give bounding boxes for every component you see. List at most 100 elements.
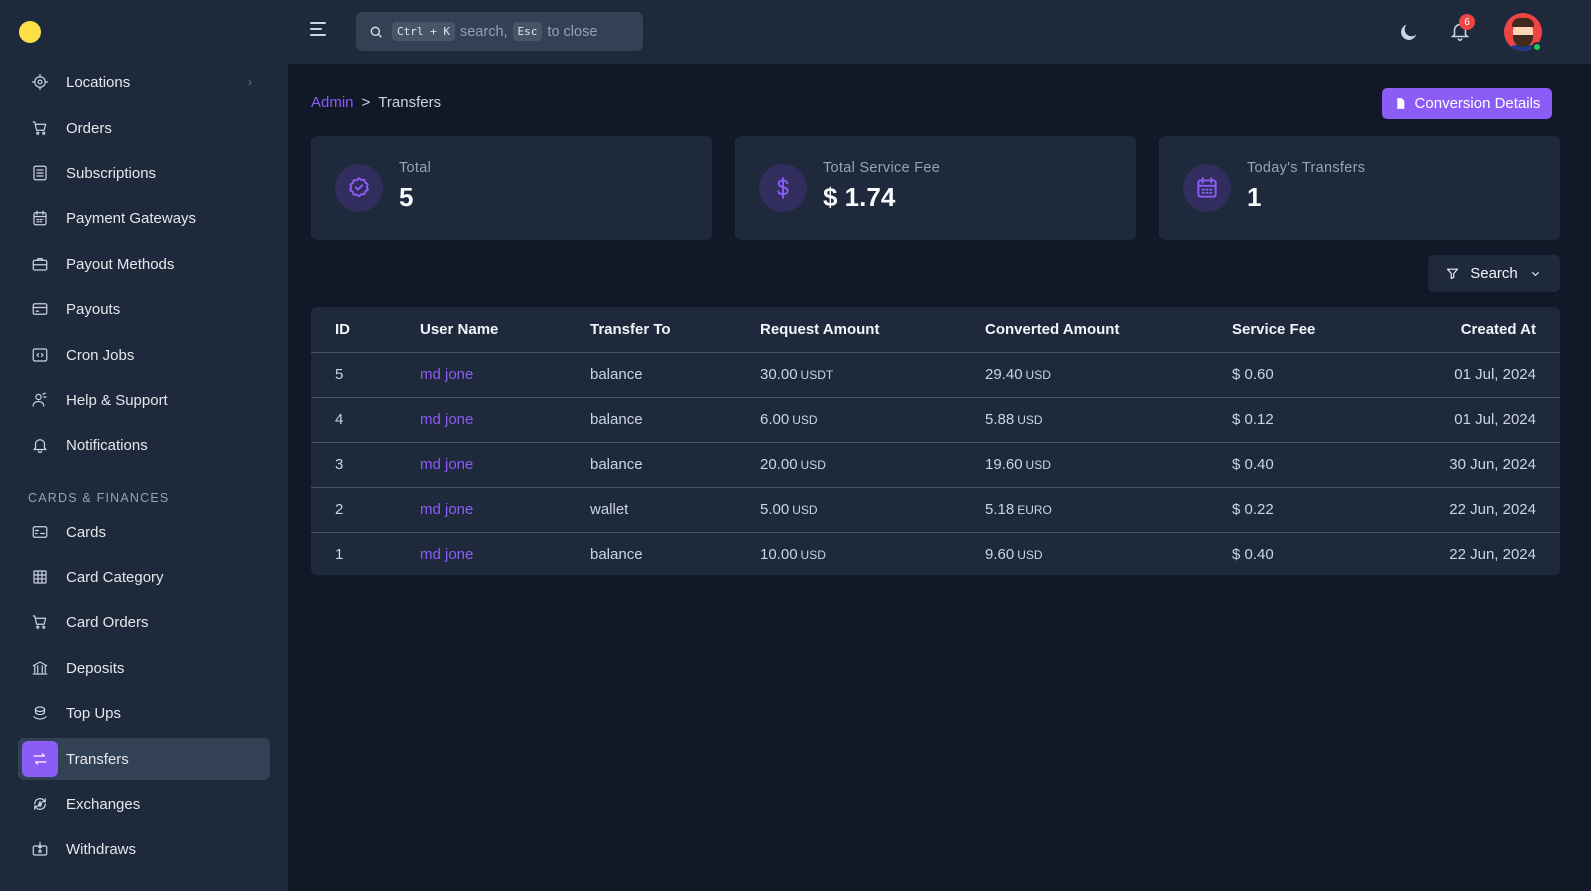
cell-converted-amount: 5.18 EURO — [985, 487, 1232, 533]
escape-key: Esc — [512, 22, 543, 41]
user-name-link[interactable]: md jone — [420, 411, 474, 428]
user-name-link[interactable]: md jone — [420, 456, 474, 473]
sidebar-item-label: Help & Support — [66, 391, 168, 409]
cart-icon — [22, 604, 58, 640]
cell-request-amount: 5.00 USD — [760, 487, 985, 533]
stat-label: Total — [399, 160, 432, 176]
cell-id: 2 — [311, 487, 420, 533]
breadcrumb-separator: > — [361, 94, 371, 111]
sidebar-item-card-orders[interactable]: Card Orders — [18, 601, 270, 643]
stat-label: Today's Transfers — [1247, 160, 1366, 176]
sidebar-item-cron-jobs[interactable]: Cron Jobs — [18, 334, 270, 376]
stat-label: Total Service Fee — [823, 160, 941, 176]
briefcase-icon — [22, 246, 58, 282]
sidebar-item-card-category[interactable]: Card Category — [18, 556, 270, 598]
cell-created-at: 01 Jul, 2024 — [1432, 352, 1560, 398]
button-label: Conversion Details — [1414, 95, 1541, 112]
calendar-icon — [22, 200, 58, 236]
breadcrumb-admin-link[interactable]: Admin — [311, 94, 354, 111]
user-name-link[interactable]: md jone — [420, 546, 474, 564]
transfer-icon — [22, 741, 58, 777]
conversion-details-button[interactable]: Conversion Details — [1382, 88, 1552, 119]
code-window-icon — [22, 337, 58, 373]
dollar-icon — [759, 164, 807, 212]
sidebar-item-label: Payouts — [66, 300, 121, 318]
stat-card-service-fee: Total Service Fee $ 1.74 — [735, 136, 1136, 240]
sidebar-item-transfers[interactable]: Transfers — [18, 738, 270, 780]
sidebar-item-withdraws[interactable]: Withdraws — [18, 828, 270, 870]
document-icon — [1396, 98, 1404, 109]
stat-card-todays-transfers: Today's Transfers 1 — [1159, 136, 1560, 240]
sidebar-item-payouts[interactable]: Payouts — [18, 288, 270, 330]
user-name-link[interactable]: md jone — [420, 366, 474, 383]
column-header-created-at[interactable]: Created At — [1432, 307, 1560, 353]
cell-converted-amount: 29.40 USD — [985, 352, 1232, 398]
cart-icon — [22, 110, 58, 146]
app-logo[interactable] — [19, 21, 55, 43]
user-name-link[interactable]: md jone — [420, 501, 474, 518]
cell-converted-amount: 5.88 USD — [985, 397, 1232, 443]
sidebar-item-notifications[interactable]: Notifications — [18, 424, 270, 466]
online-status-dot — [1532, 42, 1542, 52]
table-row: 5 md jone balance 30.00 USDT 29.40 USD $ 0… — [311, 352, 1560, 398]
breadcrumb: Admin > Transfers — [311, 94, 441, 111]
card-icon — [22, 514, 58, 550]
sidebar-item-label: Locations — [66, 73, 131, 91]
transfers-table: ID User Name Transfer To Request Amount … — [311, 307, 1560, 575]
dark-mode-toggle-icon[interactable] — [1398, 21, 1420, 43]
cell-created-at: 30 Jun, 2024 — [1432, 442, 1560, 488]
cell-transfer-to: balance — [590, 442, 760, 488]
cell-id: 1 — [335, 546, 344, 564]
sidebar-item-cards[interactable]: Cards — [18, 511, 270, 553]
column-header-user-name[interactable]: User Name — [420, 307, 590, 353]
breadcrumb-current: Transfers — [378, 94, 442, 111]
cell-created-at: 22 Jun, 2024 — [1432, 487, 1560, 533]
cell-service-fee: $ 0.12 — [1232, 397, 1432, 443]
calendar-icon — [1183, 164, 1231, 212]
search-filter-button[interactable]: Search — [1428, 255, 1560, 292]
table-row: 2 md jone wallet 5.00 USD 5.18 EURO $ 0.22… — [311, 487, 1560, 533]
column-header-transfer-to[interactable]: Transfer To — [590, 307, 760, 353]
grid-icon — [22, 559, 58, 595]
menu-toggle-icon[interactable] — [310, 22, 330, 42]
sidebar-item-deposits[interactable]: Deposits — [18, 647, 270, 689]
sidebar-item-label: Orders — [66, 119, 112, 137]
notification-count-badge: 6 — [1459, 14, 1475, 30]
sidebar-item-orders[interactable]: Orders — [18, 107, 270, 149]
cell-id: 3 — [311, 442, 420, 488]
sidebar-item-top-ups[interactable]: Top Ups — [18, 692, 270, 734]
sidebar-item-exchanges[interactable]: Exchanges — [18, 783, 270, 825]
stat-value: 5 — [399, 182, 414, 212]
sidebar-item-locations[interactable]: Locations › — [18, 61, 270, 103]
column-header-converted-amount[interactable]: Converted Amount — [985, 307, 1232, 353]
sidebar-item-label: Transfers — [66, 750, 129, 768]
cell-service-fee: $ 0.60 — [1232, 352, 1432, 398]
cell-converted-amount: 19.60 USD — [985, 442, 1232, 488]
section-label-cards-finances: CARDS & FINANCES — [28, 491, 170, 505]
cell-request-amount: 30.00 USDT — [760, 352, 985, 398]
column-header-service-fee[interactable]: Service Fee — [1232, 307, 1432, 353]
cell-transfer-to: balance — [590, 546, 643, 564]
stat-value: 1 — [1247, 182, 1262, 212]
table-row: 1 md jone balance 10.00 USD 9.60 USD $ 0.4… — [311, 532, 1560, 575]
stat-value: $ 1.74 — [823, 182, 896, 212]
sidebar-item-label: Notifications — [66, 436, 148, 454]
cell-converted-amount: 9.60 USD — [985, 546, 1043, 564]
sidebar-item-label: Cron Jobs — [66, 346, 135, 364]
sidebar-item-subscriptions[interactable]: Subscriptions — [18, 152, 270, 194]
cell-service-fee: $ 0.22 — [1232, 487, 1432, 533]
column-header-id[interactable]: ID — [311, 307, 420, 353]
sidebar-item-label: Deposits — [66, 659, 125, 677]
sidebar-item-payout-methods[interactable]: Payout Methods — [18, 243, 270, 285]
filter-icon — [1447, 268, 1459, 280]
sidebar-item-label: Cards — [66, 523, 107, 541]
support-icon — [22, 382, 58, 418]
sidebar-item-help-support[interactable]: Help & Support — [18, 379, 270, 421]
withdraw-icon — [22, 831, 58, 867]
cell-service-fee: $ 0.40 — [1232, 442, 1432, 488]
cell-request-amount: 6.00 USD — [760, 397, 985, 443]
search-input[interactable]: Ctrl + K search, Esc to close — [356, 12, 643, 51]
cell-request-amount: 20.00 USD — [760, 442, 985, 488]
sidebar-item-payment-gateways[interactable]: Payment Gateways — [18, 197, 270, 239]
column-header-request-amount[interactable]: Request Amount — [760, 307, 985, 353]
